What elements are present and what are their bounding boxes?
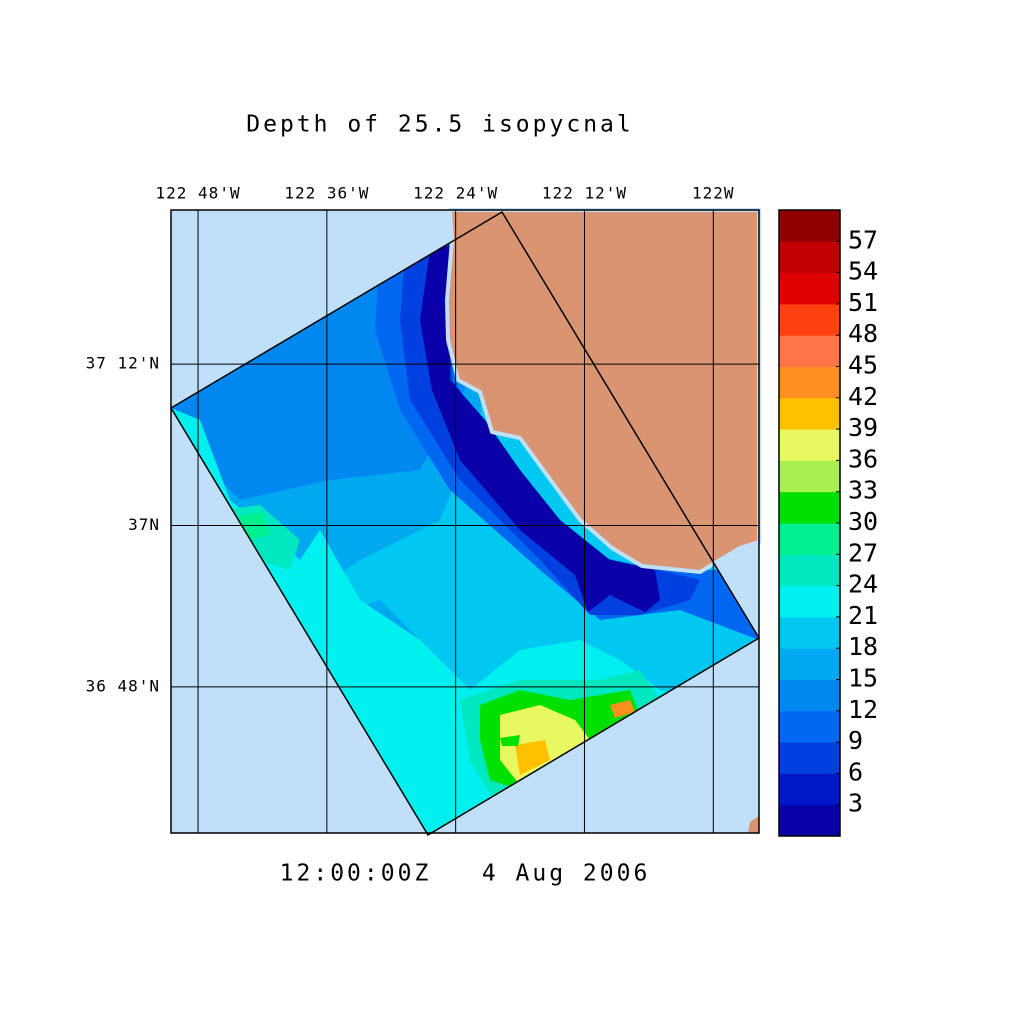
colorbar-label: 3 bbox=[848, 789, 863, 818]
colorbar-label: 51 bbox=[848, 288, 878, 317]
y-tick-label: 37N bbox=[128, 515, 160, 534]
colorbar-label: 15 bbox=[848, 664, 878, 693]
field-region bbox=[610, 700, 635, 718]
colorbar-label: 54 bbox=[848, 257, 878, 286]
colorbar-label: 9 bbox=[848, 726, 863, 755]
colorbar-label: 57 bbox=[848, 225, 878, 254]
colorbar-bin bbox=[779, 554, 840, 587]
land bbox=[445, 208, 761, 574]
colorbar-label: 33 bbox=[848, 476, 878, 505]
colorbar-bin bbox=[779, 272, 840, 305]
colorbar-label: 6 bbox=[848, 757, 863, 786]
field-region bbox=[515, 740, 550, 775]
colorbar-label: 48 bbox=[848, 319, 878, 348]
colorbar-bin bbox=[779, 742, 840, 774]
colorbar-bin bbox=[779, 523, 840, 555]
map-frame bbox=[170, 209, 760, 834]
colorbar-label: 45 bbox=[848, 351, 878, 380]
colorbar-label: 30 bbox=[848, 507, 878, 536]
colorbar-bin bbox=[779, 335, 840, 367]
colorbar-bin bbox=[779, 648, 840, 680]
colorbar-bin bbox=[779, 397, 840, 430]
x-tick-label: 122 24'W bbox=[413, 184, 498, 203]
colorbar-frame bbox=[778, 209, 841, 837]
colorbar-label: 21 bbox=[848, 601, 878, 630]
colorbar-bin bbox=[779, 804, 840, 837]
x-tick-label: 122 36'W bbox=[284, 184, 369, 203]
chart-title: Depth of 25.5 isopycnal bbox=[246, 112, 634, 138]
colorbar-bin bbox=[779, 491, 840, 524]
colorbar-label: 36 bbox=[848, 444, 878, 473]
colorbar-bin bbox=[779, 460, 840, 493]
colorbar-bin bbox=[779, 616, 840, 649]
colorbar-bin bbox=[779, 585, 840, 618]
colorbar-label: 39 bbox=[848, 413, 878, 442]
x-tick-label: 122 48'W bbox=[156, 184, 241, 203]
field-region bbox=[420, 245, 660, 612]
x-tick-label: 122W bbox=[692, 184, 735, 203]
colorbar-bin bbox=[779, 773, 840, 806]
colorbar-bin bbox=[779, 303, 840, 336]
colorbar-bin bbox=[779, 429, 840, 461]
colorbar-bin bbox=[779, 210, 840, 242]
colorbar-label: 12 bbox=[848, 695, 878, 724]
colorbar-bin bbox=[779, 679, 840, 712]
land bbox=[748, 816, 759, 833]
x-tick-label: 122 12'W bbox=[542, 184, 627, 203]
y-tick-label: 36 48'N bbox=[86, 676, 160, 695]
colorbar-bin bbox=[779, 241, 840, 274]
colorbar-label: 27 bbox=[848, 538, 878, 567]
field-region bbox=[500, 735, 520, 746]
colorbar-bin bbox=[779, 366, 840, 399]
colorbar-label: 42 bbox=[848, 382, 878, 411]
colorbar-bin bbox=[779, 710, 840, 743]
colorbar-label: 24 bbox=[848, 570, 878, 599]
timestamp: 12:00:00Z 4 Aug 2006 bbox=[280, 861, 651, 887]
y-tick-label: 37 12'N bbox=[86, 354, 160, 373]
colorbar-label: 18 bbox=[848, 632, 878, 661]
